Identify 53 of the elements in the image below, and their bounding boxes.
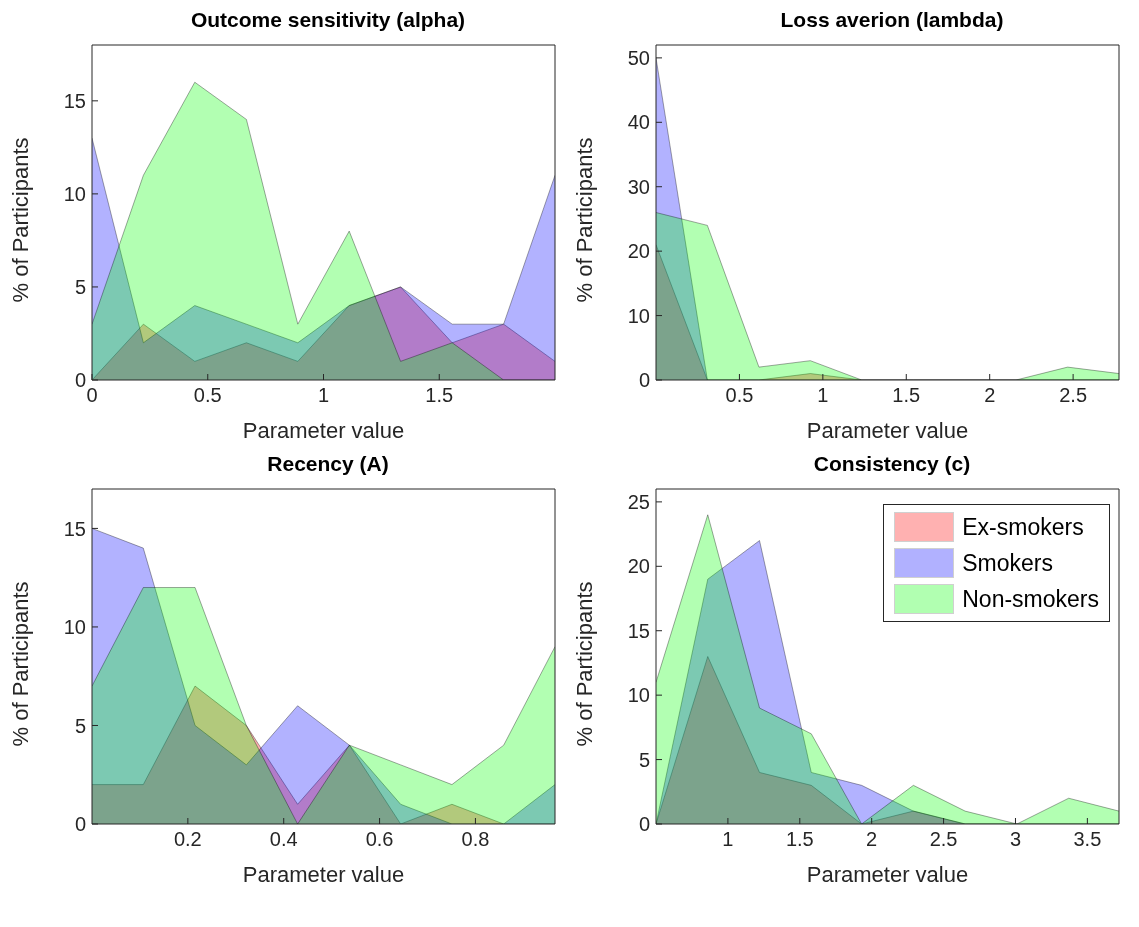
- x-axis-title: Parameter value: [806, 862, 969, 887]
- legend-label: Non-smokers: [962, 585, 1099, 613]
- y-axis-title: % of Participants: [7, 137, 33, 303]
- x-tick-label: 0.4: [269, 828, 298, 851]
- y-tick-label: 15: [63, 517, 86, 540]
- x-tick-label: 1: [817, 384, 829, 407]
- x-tick-label: 0.8: [461, 828, 490, 851]
- y-tick-label: 30: [627, 175, 650, 198]
- y-tick-label: 40: [627, 111, 650, 134]
- x-tick-label: 1: [317, 384, 330, 407]
- legend-label: Smokers: [962, 549, 1053, 577]
- x-tick-label: 3: [1009, 828, 1022, 851]
- x-tick-label: 0.6: [365, 828, 394, 851]
- y-tick-label: 0: [638, 369, 650, 392]
- y-tick-label: 10: [63, 182, 86, 205]
- chart-title: Consistency (c): [812, 452, 972, 477]
- y-tick-label: 0: [74, 369, 86, 392]
- y-tick-label: 5: [74, 276, 86, 299]
- x-tick-label: 0.5: [193, 384, 222, 407]
- x-tick-label: 1.5: [785, 828, 814, 851]
- y-axis-title: % of Participants: [571, 137, 597, 303]
- x-tick-label: 2.5: [929, 828, 958, 851]
- chart-title: Loss averion (lambda): [779, 8, 1005, 33]
- x-axis-title: Parameter value: [242, 862, 405, 887]
- y-tick-label: 10: [627, 304, 650, 327]
- y-tick-label: 50: [627, 46, 650, 69]
- x-tick-label: 1: [722, 828, 734, 851]
- x-tick-label: 2.5: [1059, 384, 1088, 407]
- y-axis-title: % of Participants: [7, 581, 33, 747]
- y-tick-label: 20: [627, 555, 650, 578]
- y-tick-label: 20: [627, 240, 650, 263]
- y-tick-label: 5: [74, 714, 86, 737]
- y-tick-label: 15: [627, 619, 650, 642]
- y-tick-label: 0: [74, 813, 86, 836]
- y-tick-label: 10: [63, 616, 86, 639]
- y-tick-label: 5: [638, 748, 650, 771]
- chart-title: Outcome sensitivity (alpha): [189, 8, 467, 33]
- x-tick-label: 0.2: [173, 828, 202, 851]
- legend-label: Ex-smokers: [962, 513, 1084, 541]
- y-tick-label: 10: [627, 684, 650, 707]
- y-tick-label: 0: [638, 813, 650, 836]
- x-tick-label: 0.5: [725, 384, 754, 407]
- x-tick-label: 1.5: [892, 384, 921, 407]
- x-tick-label: 1.5: [425, 384, 454, 407]
- y-tick-label: 15: [63, 89, 86, 112]
- x-axis-title: Parameter value: [242, 418, 405, 443]
- chart-title: Recency (A): [266, 452, 390, 477]
- y-tick-label: 25: [627, 490, 650, 513]
- y-axis-title: % of Participants: [571, 581, 597, 747]
- x-axis-title: Parameter value: [806, 418, 969, 443]
- x-tick-label: 2: [984, 384, 996, 407]
- x-tick-label: 3.5: [1073, 828, 1102, 851]
- x-tick-label: 2: [866, 828, 878, 851]
